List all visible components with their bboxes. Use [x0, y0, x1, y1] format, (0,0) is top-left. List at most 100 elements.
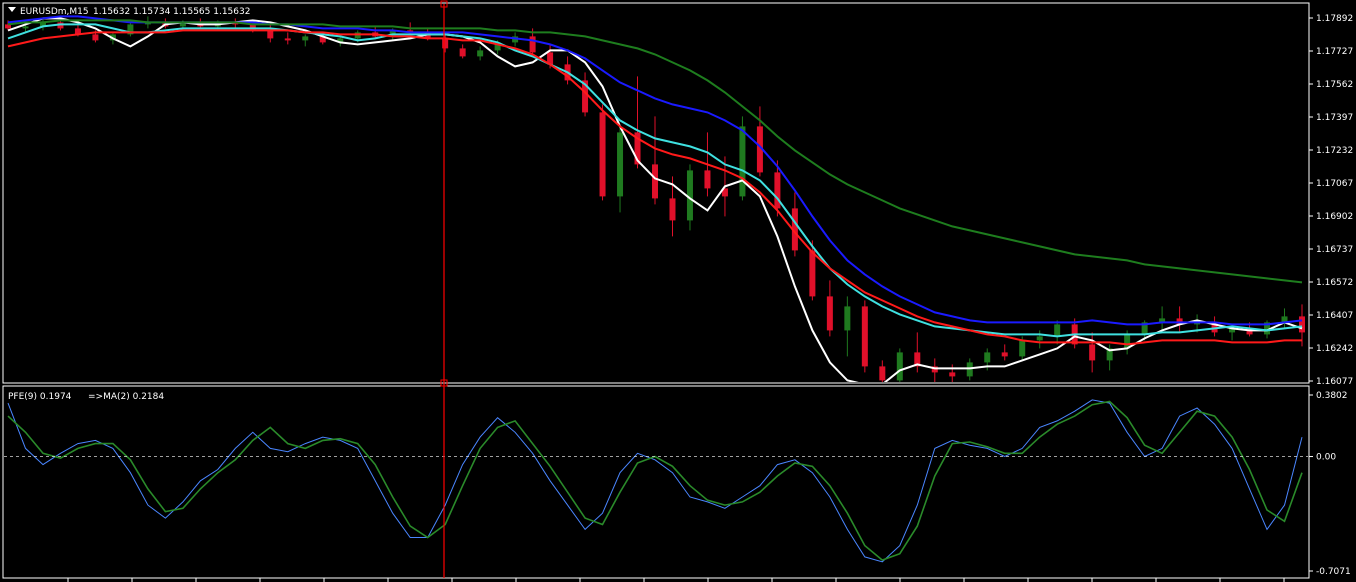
candle-body — [1019, 340, 1026, 357]
candle-body — [1054, 324, 1061, 337]
candle-body — [582, 80, 589, 113]
candle-body — [459, 48, 466, 57]
candle — [284, 32, 291, 45]
candle-body — [1264, 322, 1271, 335]
price-tick-label: 1.17232 — [1316, 146, 1353, 156]
candle — [774, 160, 781, 217]
cursor-top-handle[interactable] — [440, 0, 448, 8]
candle — [1159, 306, 1166, 331]
candle-body — [686, 170, 693, 221]
candle-body — [721, 188, 728, 197]
candle-body — [74, 28, 81, 35]
candle-body — [879, 366, 886, 381]
candle-body — [791, 208, 798, 251]
candle-body — [337, 38, 344, 43]
candle — [1106, 344, 1113, 371]
price-plot — [5, 15, 1305, 382]
price-tick-label: 1.16902 — [1316, 212, 1353, 222]
candle — [791, 192, 798, 257]
candle — [1089, 332, 1096, 373]
pfe-axis: 0.3802 0.00 -0.7071 — [1309, 391, 1351, 577]
candle-body — [914, 352, 921, 367]
candle-body — [756, 126, 763, 173]
candle-body — [1036, 336, 1043, 341]
ohlc-readout: 1.15632 1.15734 1.15565 1.15632 — [93, 7, 250, 17]
candle-body — [92, 34, 99, 41]
price-axis: 1.17892 1.17727 1.17562 1.17397 1.17232 1.170… — [1309, 14, 1353, 387]
candle — [669, 176, 676, 237]
candle — [617, 126, 624, 213]
candle-body — [442, 38, 449, 49]
candle-body — [617, 132, 624, 197]
candle-body — [704, 170, 711, 189]
symbol-title[interactable]: EURUSDm,M15 — [20, 7, 89, 17]
candle — [809, 240, 816, 301]
candle — [652, 116, 658, 205]
candle — [599, 104, 606, 201]
candle — [861, 300, 868, 373]
candle — [582, 72, 589, 117]
candle — [634, 76, 641, 169]
candle-body — [302, 36, 309, 41]
price-tick-label: 1.17397 — [1316, 113, 1353, 123]
candle-body — [179, 22, 186, 27]
candle-body — [494, 42, 501, 51]
candle-body — [984, 352, 991, 363]
indicator-tick-label: 0.3802 — [1316, 391, 1348, 401]
moving-average-white — [7, 17, 1303, 382]
candle-body — [844, 306, 851, 331]
price-tick-label: 1.16737 — [1316, 245, 1353, 255]
candle — [302, 34, 309, 47]
indicator-panel-frame — [2, 385, 1310, 579]
candle — [22, 24, 29, 33]
candle-body — [1229, 328, 1236, 333]
candle — [477, 46, 484, 61]
price-tick-label: 1.16572 — [1316, 278, 1353, 288]
moving-average-cyan — [7, 23, 1303, 338]
candle — [39, 18, 46, 31]
candle — [127, 22, 134, 37]
candle-body — [319, 36, 326, 43]
price-panel-frame — [2, 2, 1310, 384]
candle-body — [1281, 316, 1288, 323]
candle-body — [739, 126, 746, 197]
candle-body — [127, 24, 134, 35]
candle-body — [861, 306, 868, 367]
candle — [914, 332, 921, 373]
candle-body — [1124, 334, 1131, 349]
candle — [756, 106, 763, 177]
candle-body — [5, 24, 11, 29]
candle-body — [826, 296, 833, 331]
price-tick-label: 1.17892 — [1316, 14, 1353, 24]
indicator-line-pfe — [7, 399, 1303, 563]
candle-body — [1299, 316, 1305, 333]
candle — [826, 280, 833, 337]
candle — [844, 296, 851, 357]
indicator-tick-label: 0.00 — [1316, 453, 1336, 463]
candle — [442, 32, 449, 53]
triangle-down-icon[interactable] — [8, 7, 16, 12]
moving-average-green — [7, 19, 1303, 284]
candle-body — [1089, 344, 1096, 361]
candle-body — [477, 50, 484, 57]
price-tick-label: 1.16407 — [1316, 311, 1353, 321]
candle-body — [652, 164, 658, 199]
price-tick-label: 1.17067 — [1316, 179, 1353, 189]
candle-body — [809, 250, 816, 297]
candle-body — [39, 22, 46, 27]
indicator-label: PFE(9) 0.1974 — [8, 392, 72, 402]
candle — [1054, 320, 1061, 345]
candle-body — [284, 38, 291, 41]
candle-body — [599, 112, 606, 197]
price-tick-label: 1.17727 — [1316, 47, 1353, 57]
price-tick-label: 1.16242 — [1316, 344, 1353, 354]
candle-body — [547, 52, 554, 65]
candle — [879, 360, 886, 382]
candle-body — [1106, 348, 1113, 361]
candle-body — [669, 198, 676, 221]
price-tick-label: 1.17562 — [1316, 80, 1353, 90]
candle-body — [1159, 318, 1166, 323]
cursor-panel-handle[interactable] — [440, 379, 448, 387]
